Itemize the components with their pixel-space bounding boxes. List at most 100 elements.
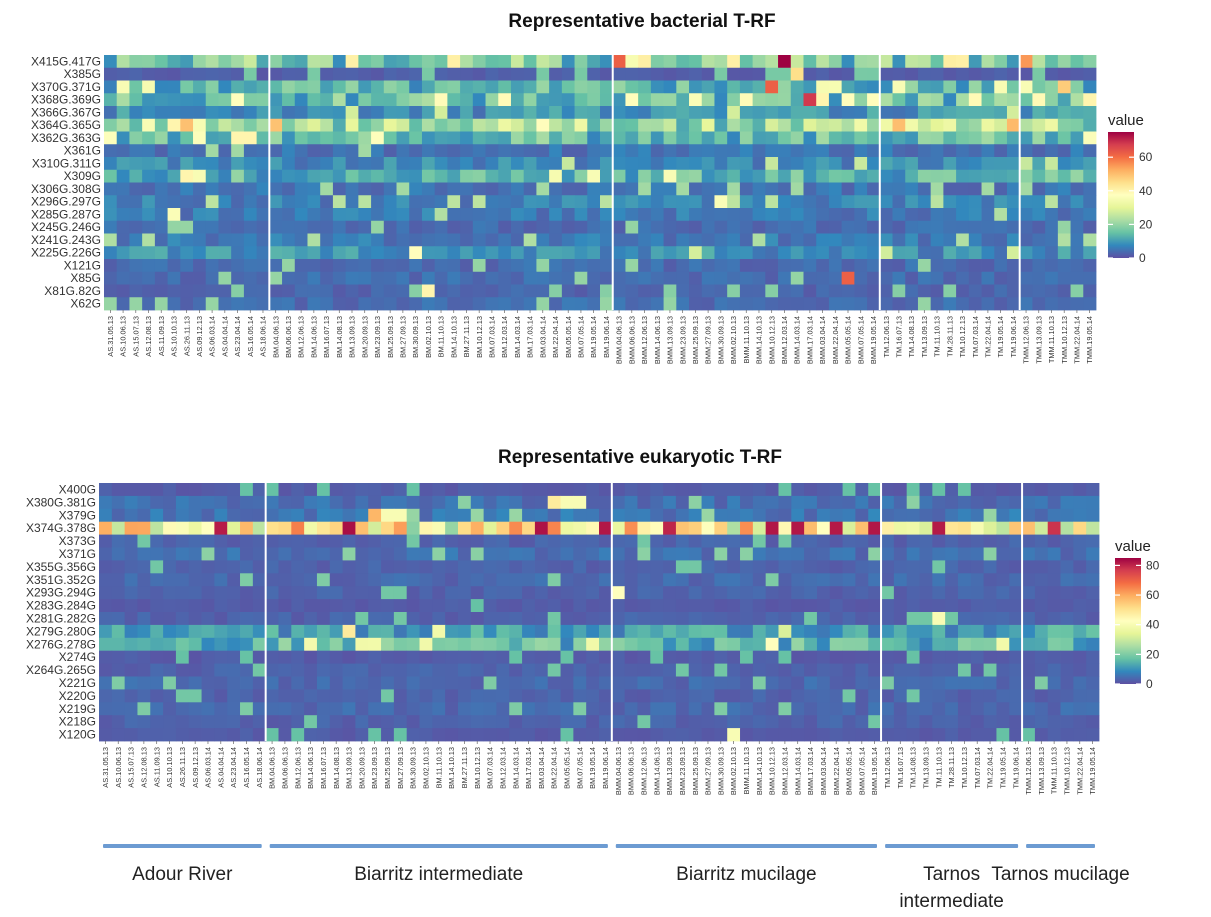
heatmap-cell — [637, 599, 651, 613]
heatmap-cell — [99, 715, 113, 729]
heatmap-cell — [996, 624, 1010, 639]
heatmap-cell — [329, 702, 343, 716]
heatmap-cell — [396, 55, 410, 69]
column-label: TM.12.06.13 — [883, 747, 892, 789]
heatmap-cell — [409, 233, 423, 247]
heatmap-cell — [316, 637, 331, 652]
heatmap-cell — [227, 521, 241, 535]
heatmap-cell — [278, 560, 292, 574]
heatmap-cell — [983, 599, 997, 613]
heatmap-cell — [536, 208, 550, 222]
heatmap-cell — [714, 663, 728, 677]
heatmap-cell — [855, 637, 869, 652]
heatmap-cell — [124, 728, 138, 742]
heatmap-cell — [739, 208, 754, 222]
heatmap-cell — [496, 715, 510, 729]
legend-tick-label: 20 — [1146, 647, 1160, 661]
heatmap-cell — [930, 246, 944, 260]
heatmap-cell — [332, 106, 347, 120]
heatmap-cell — [701, 55, 715, 69]
heatmap-cell — [150, 624, 164, 639]
heatmap-cell — [457, 715, 472, 729]
heatmap-cell — [510, 246, 525, 260]
heatmap-cell — [828, 220, 843, 234]
heatmap-cell — [320, 67, 334, 81]
heatmap-cell — [1019, 55, 1033, 69]
heatmap-cell — [676, 182, 690, 196]
heatmap-cell — [193, 169, 207, 183]
heatmap-cell — [381, 728, 395, 742]
heatmap-cell — [1045, 297, 1059, 311]
heatmap-cell — [472, 118, 486, 132]
heatmap-cell — [201, 483, 215, 497]
heatmap-cell — [957, 483, 972, 497]
heatmap-cell — [854, 259, 868, 273]
heatmap-cell — [332, 80, 347, 94]
heatmap-cell — [740, 573, 754, 587]
heatmap-cell — [765, 80, 779, 94]
heatmap-cell — [1086, 612, 1100, 626]
heatmap-cell — [240, 599, 254, 613]
column-label: TM.16.07.13 — [894, 316, 903, 358]
heatmap-cell — [320, 157, 334, 171]
heatmap-cell — [1083, 106, 1097, 120]
heatmap-cell — [765, 534, 779, 548]
heatmap-cell — [1070, 131, 1084, 145]
heatmap-cell — [957, 573, 972, 587]
heatmap-cell — [905, 169, 919, 183]
heatmap-cell — [116, 144, 130, 158]
column-label: AS.12.08.13 — [139, 747, 148, 788]
heatmap-cell — [932, 663, 946, 677]
heatmap-cell — [1086, 508, 1100, 523]
heatmap-cell — [676, 297, 690, 311]
heatmap-cell — [855, 560, 869, 574]
heatmap-cell — [892, 131, 906, 145]
heatmap-cell — [1006, 106, 1021, 120]
heatmap-cell — [676, 220, 690, 234]
heatmap-cell — [1009, 547, 1023, 561]
heatmap-cell — [368, 650, 382, 664]
heatmap-cell — [496, 702, 510, 716]
heatmap-cell — [945, 612, 959, 626]
heatmap-cell — [278, 547, 292, 561]
heatmap-cell — [854, 284, 868, 298]
heatmap-cell — [381, 586, 395, 600]
heatmap-cell — [906, 689, 920, 703]
heatmap-cell — [316, 599, 331, 613]
heatmap-cell — [445, 702, 459, 716]
heatmap-cell — [650, 586, 664, 600]
heatmap-cell — [676, 106, 690, 120]
row-label: X241G.243G — [31, 233, 101, 247]
heatmap-cell — [393, 637, 408, 652]
column-label: BM.16.07.13 — [322, 316, 331, 358]
heatmap-cell — [1006, 169, 1021, 183]
heatmap-cell — [970, 495, 985, 510]
heatmap-cell — [675, 728, 690, 742]
row-label: X62G — [70, 297, 101, 311]
heatmap-cell — [432, 573, 446, 587]
heatmap-cell — [663, 483, 677, 497]
heatmap-cell — [906, 599, 920, 613]
heatmap-cell — [111, 599, 126, 613]
heatmap-cell — [624, 676, 638, 690]
heatmap-cell — [994, 106, 1008, 120]
heatmap-cell — [624, 715, 638, 729]
heatmap-cell — [675, 612, 690, 626]
heatmap-cell — [175, 573, 190, 587]
column-label: BMM.14.03.14 — [793, 316, 802, 364]
heatmap-cell — [586, 599, 600, 613]
heatmap-cell — [1083, 144, 1097, 158]
heatmap-cell — [689, 131, 703, 145]
heatmap-cell — [1083, 195, 1097, 209]
heatmap-cell — [282, 246, 296, 260]
heatmap-cell — [1060, 689, 1074, 703]
heatmap-cell — [970, 483, 985, 497]
heatmap-cell — [1045, 118, 1059, 132]
heatmap-cell — [983, 495, 997, 510]
heatmap-cell — [893, 663, 908, 677]
heatmap-cell — [829, 586, 843, 600]
column-label: BM.02.10.13 — [424, 316, 433, 358]
heatmap-cell — [355, 483, 369, 497]
heatmap-cell — [816, 495, 831, 510]
heatmap-cell — [345, 284, 359, 298]
